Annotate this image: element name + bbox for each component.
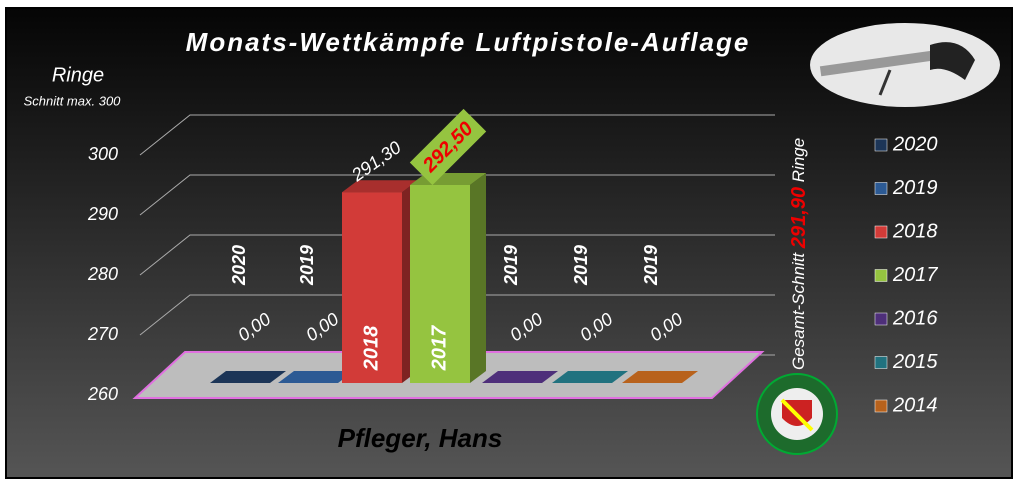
legend-swatch	[875, 400, 887, 412]
category-label: 2018	[360, 325, 382, 371]
legend-swatch	[875, 183, 887, 195]
y-tick-label: 300	[88, 144, 118, 164]
legend-swatch	[875, 357, 887, 369]
annotation: Gesamt-Schnitt 291,90 Ringe	[788, 138, 810, 370]
x-axis-label: Pfleger, Hans	[338, 423, 503, 453]
y-tick-label: 260	[87, 384, 118, 404]
legend-swatch	[875, 270, 887, 282]
category-label: 2019	[571, 245, 591, 286]
y-tick-label: 280	[87, 264, 118, 284]
club-logo	[757, 374, 837, 454]
legend-label: 2020	[892, 133, 938, 155]
legend-label: 2015	[892, 351, 938, 373]
legend-label: 2014	[892, 394, 938, 416]
category-label: 2019	[641, 245, 661, 286]
legend-label: 2016	[892, 307, 938, 329]
legend-label: 2017	[892, 264, 938, 286]
category-label: 2020	[229, 245, 249, 286]
category-label: 2017	[428, 325, 450, 371]
bar-side	[470, 173, 486, 383]
annotation-suffix: Ringe	[789, 138, 808, 182]
annotation-value: 291,90	[788, 187, 810, 249]
y-tick-label: 270	[87, 324, 118, 344]
pistol-image	[810, 23, 1000, 107]
y-axis-sublabel: Schnitt max. 300	[24, 93, 122, 108]
y-axis-label: Ringe	[52, 64, 104, 86]
legend-swatch	[875, 313, 887, 325]
annotation-prefix: Gesamt-Schnitt	[789, 252, 808, 370]
legend-swatch	[875, 226, 887, 238]
annotation-text: Gesamt-Schnitt 291,90 Ringe	[788, 138, 810, 370]
legend-label: 2018	[892, 220, 938, 242]
legend-label: 2019	[892, 177, 938, 199]
chart-title: Monats-Wettkämpfe Luftpistole-Auflage	[186, 27, 751, 57]
chart: Monats-Wettkämpfe Luftpistole-Auflage Ri…	[0, 0, 1018, 483]
category-label: 2019	[501, 245, 521, 286]
y-tick-label: 290	[87, 204, 118, 224]
category-label: 2019	[297, 245, 317, 286]
legend-swatch	[875, 139, 887, 151]
